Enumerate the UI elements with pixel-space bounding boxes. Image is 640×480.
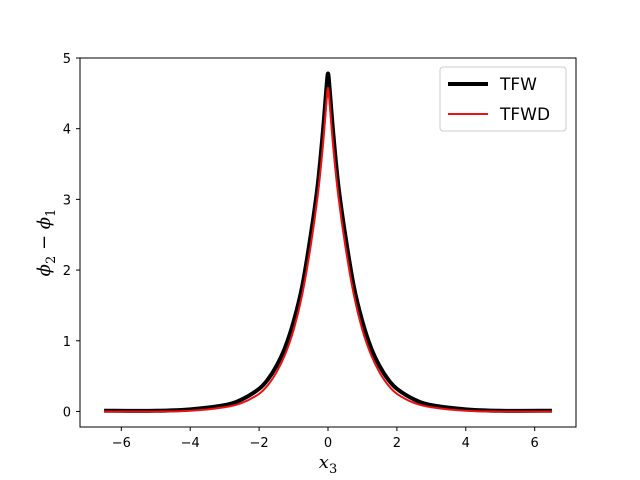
y-axis-label-phi-a: ϕ — [34, 264, 55, 276]
series-layer — [104, 71, 552, 413]
legend: TFW TFWD — [439, 66, 567, 132]
x-tick-label: 4 — [462, 436, 470, 451]
x-axis-ticks: −6 −4 −2 0 2 4 6 — [112, 427, 539, 451]
y-axis-label: ϕ2 − ϕ1 — [34, 209, 59, 277]
legend-label-tfwd: TFWD — [499, 105, 550, 125]
legend-label-tfw: TFW — [499, 75, 537, 95]
y-axis-label-sub-a: 2 — [44, 256, 59, 264]
x-axis-label-sub: 3 — [329, 462, 337, 477]
x-axis-label-main: x — [319, 452, 329, 473]
y-tick-label: 0 — [63, 405, 71, 420]
x-tick-label: −2 — [250, 436, 269, 451]
y-tick-label: 3 — [63, 193, 71, 208]
x-tick-label: 6 — [531, 436, 539, 451]
y-axis-label-mid: − ϕ — [34, 217, 55, 256]
series-line-tfw — [104, 71, 552, 413]
y-axis-ticks: 0 1 2 3 4 5 — [63, 52, 80, 420]
y-tick-label: 2 — [63, 264, 71, 279]
x-tick-label: 2 — [393, 436, 401, 451]
series-line-tfwd — [104, 86, 552, 413]
y-axis-label-sub-b: 1 — [44, 209, 59, 217]
x-tick-label: −6 — [112, 436, 131, 451]
x-axis-label: x3 — [319, 452, 337, 477]
y-tick-label: 1 — [63, 335, 71, 350]
y-tick-label: 5 — [63, 52, 71, 67]
y-tick-label: 4 — [63, 123, 71, 138]
x-tick-label: 0 — [324, 436, 332, 451]
x-tick-label: −4 — [181, 436, 200, 451]
